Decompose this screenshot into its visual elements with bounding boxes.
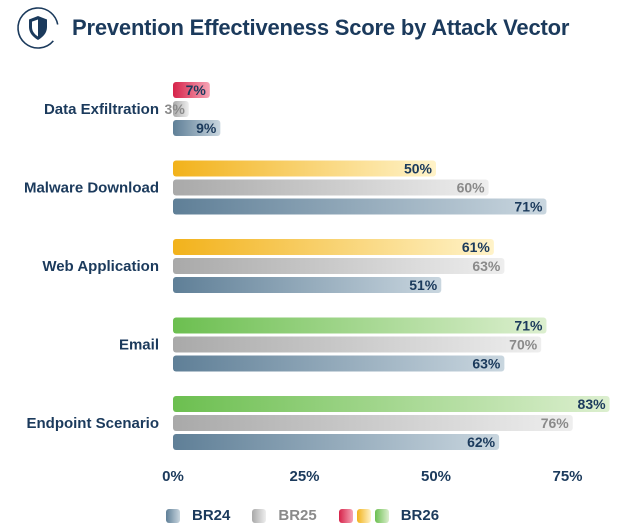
data-label-br25: 3% bbox=[165, 101, 186, 117]
bar-br26 bbox=[173, 160, 436, 177]
bar-br25 bbox=[173, 101, 189, 117]
data-label-br26: 71% bbox=[514, 318, 543, 334]
category-label: Endpoint Scenario bbox=[26, 415, 159, 432]
data-label-br25: 70% bbox=[509, 337, 538, 353]
category-label: Data Exfiltration bbox=[44, 101, 159, 118]
legend-swatch-br26-yellow bbox=[356, 508, 371, 523]
data-label-br25: 63% bbox=[472, 258, 501, 274]
legend-label-br26: BR26 bbox=[400, 507, 440, 524]
bar-br25 bbox=[173, 336, 542, 353]
x-tick-label: 50% bbox=[421, 468, 451, 485]
bar-br24 bbox=[173, 434, 500, 450]
data-label-br26: 83% bbox=[578, 396, 607, 412]
legend-item-br24: BR24 bbox=[166, 507, 230, 524]
legend-item-br26: BR26 bbox=[338, 507, 440, 524]
bar-br24 bbox=[173, 277, 442, 293]
data-label-br25: 60% bbox=[457, 180, 486, 196]
bar-br26 bbox=[173, 396, 610, 412]
legend-swatch-br24 bbox=[166, 508, 180, 523]
bar-br24 bbox=[173, 120, 221, 136]
x-tick-label: 25% bbox=[289, 468, 319, 485]
legend-swatch-br26-red bbox=[338, 508, 353, 523]
data-label-br26: 61% bbox=[462, 239, 491, 255]
chart-header: Prevention Effectiveness Score by Attack… bbox=[16, 6, 569, 50]
data-label-br24: 63% bbox=[472, 356, 501, 372]
shield-icon bbox=[17, 7, 59, 49]
data-label-br25: 76% bbox=[541, 415, 570, 431]
x-tick-label: 0% bbox=[162, 468, 184, 485]
category-label: Email bbox=[119, 337, 159, 354]
data-label-br24: 71% bbox=[514, 199, 543, 215]
legend-swatch-br25 bbox=[252, 508, 267, 523]
legend-label-br25: BR25 bbox=[278, 507, 317, 524]
legend-item-br25: BR25 bbox=[252, 507, 317, 524]
category-label: Web Application bbox=[42, 258, 159, 275]
bar-br26 bbox=[173, 82, 210, 98]
bar-br24 bbox=[173, 198, 547, 215]
legend-label-br24: BR24 bbox=[192, 507, 231, 524]
bar-br26 bbox=[173, 317, 547, 334]
legend-swatch-br26-green bbox=[374, 508, 389, 523]
data-label-br24: 51% bbox=[409, 277, 438, 293]
data-label-br24: 9% bbox=[196, 120, 217, 136]
bar-br25 bbox=[173, 258, 505, 274]
bar-br25 bbox=[173, 179, 489, 196]
data-label-br24: 62% bbox=[467, 434, 496, 450]
bar-br26 bbox=[173, 239, 494, 255]
bar-br25 bbox=[173, 415, 573, 431]
category-label: Malware Download bbox=[24, 180, 159, 197]
chart-title: Prevention Effectiveness Score by Attack… bbox=[72, 15, 570, 40]
legend: BR24 BR25 BR26 bbox=[166, 507, 461, 524]
bar-br24 bbox=[173, 355, 505, 372]
plot-area: Data Exfiltration 7%3% 9% Malware Download 5… bbox=[24, 82, 610, 485]
x-tick-label: 75% bbox=[552, 468, 582, 485]
data-label-br26: 50% bbox=[404, 161, 433, 177]
data-label-br26: 7% bbox=[186, 82, 207, 98]
